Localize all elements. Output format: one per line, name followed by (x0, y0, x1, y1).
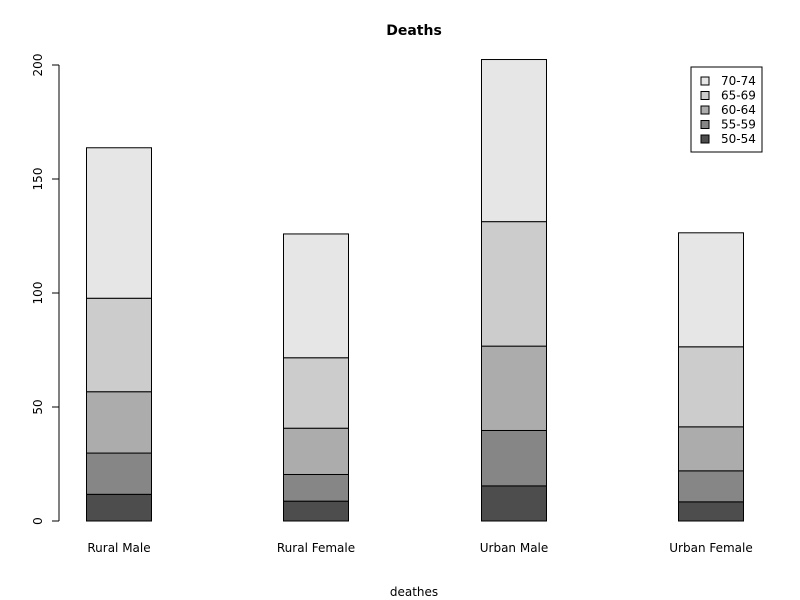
x-axis-label: deathes (390, 585, 438, 599)
bar-segment (481, 345, 547, 431)
legend-label: 50-54 (721, 132, 756, 146)
y-tick-label: 0 (31, 517, 45, 525)
legend-swatch (700, 120, 710, 129)
y-tick-label: 200 (31, 54, 45, 77)
bar-segment (86, 452, 152, 495)
legend-swatch (700, 76, 710, 86)
legend-label: 55-59 (721, 118, 756, 132)
bar-segment (678, 346, 744, 428)
bar-segment (283, 233, 349, 359)
y-tick-label: 100 (31, 282, 45, 305)
category-label: Urban Male (480, 541, 549, 555)
bar-segment (86, 297, 152, 393)
category-label: Urban Female (669, 541, 753, 555)
bar-segment (481, 429, 547, 487)
category-label: Rural Male (87, 541, 150, 555)
bar-segment (678, 232, 744, 348)
bar-segment (481, 59, 547, 223)
bar-segment (283, 357, 349, 429)
bar-segment (481, 485, 547, 522)
bar-segment (481, 221, 547, 347)
legend-swatch (700, 91, 710, 100)
legend-label: 70-74 (721, 74, 756, 88)
bar-segment (678, 470, 744, 503)
y-tick-label: 150 (31, 168, 45, 191)
y-axis: 0 50 100 150 200 (31, 54, 60, 525)
legend-label: 65-69 (721, 89, 756, 103)
legend-swatch (700, 134, 710, 144)
bar-segment (86, 391, 152, 454)
legend-swatch (700, 105, 710, 115)
bar-segment (283, 473, 349, 502)
bar-segment (283, 427, 349, 475)
bar-segment (283, 500, 349, 522)
category-labels: Rural Male Rural Female Urban Male Urban Fe… (87, 541, 752, 555)
chart-title: Deaths (386, 23, 442, 39)
category-label: Rural Female (277, 541, 355, 555)
bars (86, 59, 744, 522)
y-tick-label: 50 (31, 399, 45, 414)
bar-segment (678, 501, 744, 522)
bar-segment (86, 493, 152, 522)
legend-label: 60-64 (721, 103, 756, 117)
bar-segment (678, 426, 744, 472)
bar-segment (86, 147, 152, 299)
